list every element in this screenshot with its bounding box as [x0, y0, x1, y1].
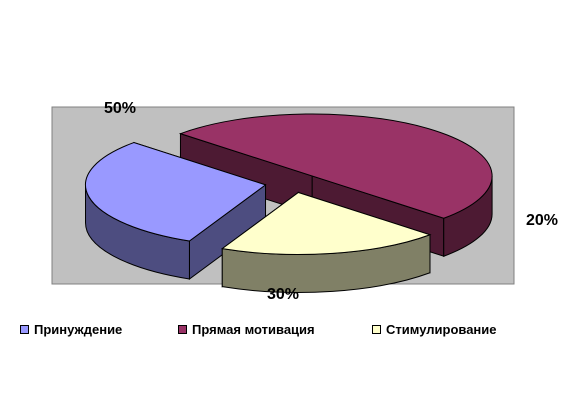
pie-slice — [221, 191, 432, 293]
legend-label: Прямая мотивация — [192, 322, 315, 337]
pie-slices — [85, 113, 493, 293]
pie-slice — [85, 141, 267, 281]
pie-slice-top — [221, 191, 432, 255]
data-label-prinuzhdenie: 30% — [267, 286, 299, 303]
legend-swatch — [20, 325, 29, 334]
data-label-pryamaya-motivatsiya: 50% — [104, 100, 136, 117]
legend-item-prinuzhdenie: Принуждение — [20, 322, 122, 337]
pie-slice-top — [85, 142, 267, 242]
pie-slice-top — [178, 113, 493, 219]
legend-swatch — [372, 325, 381, 334]
legend-label: Стимулирование — [386, 322, 497, 337]
legend-swatch — [178, 325, 187, 334]
legend-item-stimulirovanie: Стимулирование — [372, 322, 497, 337]
legend-item-pryamaya-motivatsiya: Прямая мотивация — [178, 322, 315, 337]
legend: Принуждение Прямая мотивация Стимулирова… — [20, 322, 580, 342]
data-label-stimulirovanie: 20% — [526, 212, 558, 229]
legend-label: Принуждение — [34, 322, 123, 337]
